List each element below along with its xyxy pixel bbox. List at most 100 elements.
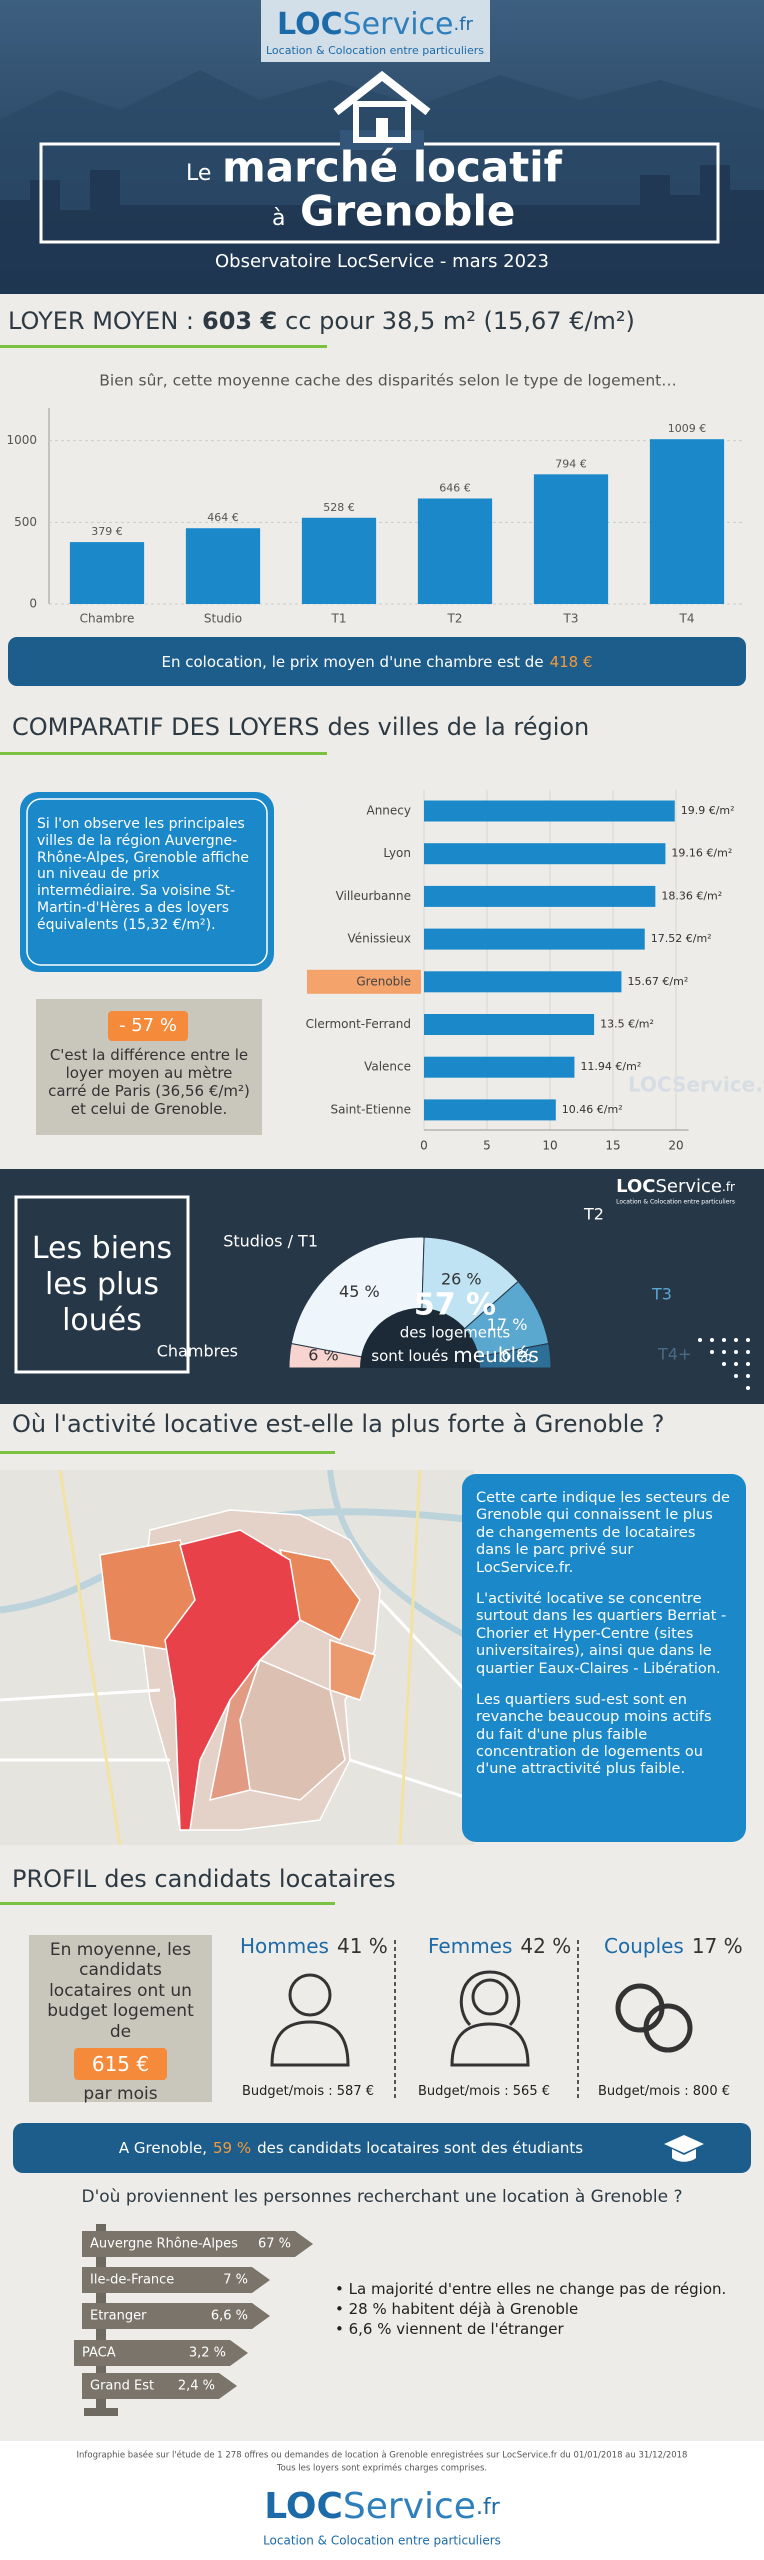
coloc-part: En colocation, le prix moyen d'une chamb…: [161, 653, 543, 671]
sign-share: 6,6 %: [211, 2309, 248, 2324]
value-label: 646 €: [439, 481, 471, 494]
value-label: 464 €: [207, 511, 239, 524]
group-name: Couples: [604, 1934, 684, 1958]
chart-subtitle: Bien sûr, cette moyenne cache des dispar…: [99, 372, 676, 390]
budget-value: 615 €: [73, 2047, 168, 2080]
category-label: Chambres: [157, 1342, 238, 1361]
district: [164, 1529, 301, 1831]
sign-name: Auvergne Rhône-Alpes: [90, 2237, 238, 2252]
y-tick-label: Vénissieux: [347, 932, 411, 946]
center-text: des logements: [400, 1324, 511, 1342]
mini-logo: LOCService.fr: [616, 1176, 735, 1197]
highlight: [307, 969, 421, 994]
bullet: • 6,6 % viennent de l'étranger: [335, 2320, 564, 2338]
footer-logo: LOCService.fr: [264, 2486, 500, 2527]
category-label: T4+: [657, 1345, 691, 1364]
footer-note: Tous les loyers sont exprimés charges co…: [276, 2463, 487, 2474]
y-tick-label: Valence: [364, 1060, 411, 1074]
students-part: A Grenoble,: [119, 2139, 207, 2157]
activite-paragraph: Cette carte indique les secteurs de Gren…: [476, 1490, 730, 1576]
sign: [82, 2267, 270, 2293]
heading-part: 603 €: [202, 307, 277, 335]
logo-part: .fr: [722, 1180, 735, 1194]
group-budget: Budget/mois : 587 €: [242, 2084, 374, 2099]
y-tick-label: 1000: [6, 433, 37, 447]
road: [58, 1469, 422, 1846]
bullet-text: La majorité d'entre elles ne change pas …: [348, 2280, 727, 2298]
bar: [417, 498, 493, 604]
heading-part: des candidats locataires: [104, 1865, 395, 1893]
logo-part: LOC: [264, 2486, 343, 2527]
bar: [424, 928, 645, 950]
bar: [424, 885, 656, 907]
logo: LOCService.fr: [277, 7, 474, 42]
value-label: 19.16 €/m²: [671, 847, 732, 860]
signs: Auvergne Rhône-Alpes 67 % Ile-de-France 7 %…: [74, 2231, 313, 2399]
river: [327, 1469, 476, 1643]
bullet-text: 28 % habitent déjà à Grenoble: [348, 2300, 579, 2318]
sign-share: 2,4 %: [178, 2379, 215, 2394]
x-tick-label: Chambre: [80, 612, 135, 626]
center-text: sont loués meublés: [371, 1343, 539, 1367]
sign-share: 67 %: [258, 2237, 291, 2252]
title-part: à: [272, 206, 285, 231]
biens-title-line: les plus: [45, 1266, 159, 1302]
house-door: [376, 118, 388, 140]
bullet: • 28 % habitent déjà à Grenoble: [335, 2300, 579, 2318]
y-tick-label: Lyon: [383, 846, 411, 860]
students-part: 59 %: [213, 2139, 251, 2157]
logo-part: Service: [655, 1176, 722, 1197]
biens-title-line: loués: [62, 1302, 142, 1338]
logo-part: .fr: [453, 14, 473, 35]
center-text-part: meublés: [453, 1343, 538, 1367]
heading-part: PROFIL: [12, 1865, 97, 1893]
x-tick-label: 5: [483, 1139, 491, 1153]
group-title: Couples 17 %: [604, 1934, 743, 1958]
sign: [82, 2373, 237, 2399]
city-chart: 0 5 10 15 20 Annecy 19.9 €/m² Lyon 19.16 €/m² Vil…: [306, 790, 764, 1153]
sign-share: 7 %: [223, 2273, 248, 2288]
logo-box: [261, 0, 490, 62]
value-label: 17.52 €/m²: [651, 932, 712, 945]
logo-part: LOC: [616, 1176, 655, 1197]
footer-bg: [0, 2441, 764, 2560]
mini-tagline: Location & Colocation entre particuliers: [616, 1199, 735, 1206]
value-label: 794 €: [555, 457, 587, 470]
heading-part: cc pour 38,5 m² (15,67 €/m²): [285, 307, 635, 335]
heading-underline: [0, 1902, 335, 1905]
comparatif-heading: COMPARATIF DES LOYERS des villes de la ré…: [12, 713, 589, 741]
activite-paragraph: L'activité locative se concentre surtout…: [476, 1590, 727, 1677]
group-title: Hommes 41 %: [240, 1934, 388, 1958]
value-label: 17 %: [487, 1315, 528, 1334]
x-tick-label: T4: [679, 612, 695, 626]
biens-title-box: [14, 1195, 190, 1374]
logo-part: LOC: [277, 7, 343, 42]
category-label: Studios / T1: [223, 1232, 318, 1251]
sign: [82, 2303, 270, 2329]
y-tick-label: Saint-Etienne: [330, 1102, 411, 1116]
origines-bullets: • La majorité d'entre elles ne change pa…: [335, 2279, 755, 2339]
group-budget: Budget/mois : 565 €: [418, 2084, 550, 2099]
value-label: 379 €: [91, 525, 123, 538]
value-label: 528 €: [323, 501, 355, 514]
cap-icon: [664, 2135, 704, 2162]
x-tick-label: 20: [668, 1139, 683, 1153]
buildings: [0, 165, 764, 294]
title-part: Le: [186, 161, 211, 186]
x-tick-label: 15: [605, 1139, 620, 1153]
man-icon: [270, 1973, 350, 2067]
x-tick-label: 0: [420, 1139, 428, 1153]
y-tick-label: 0: [29, 597, 37, 611]
bullet: • La majorité d'entre elles ne change pa…: [335, 2280, 727, 2298]
value-label: 11.94 €/m²: [580, 1060, 641, 1073]
budget-text: En moyenne, les candidats locataires ont…: [29, 1940, 212, 2104]
bar: [301, 517, 377, 604]
watermark: LOCService.fr: [628, 1073, 764, 1097]
category-label: T3: [651, 1285, 672, 1304]
value-label: 13.5 €/m²: [600, 1018, 654, 1031]
title-part: Grenoble: [300, 187, 515, 236]
intro-text: Si l'on observe les principales villes d…: [37, 816, 250, 933]
category-label: T2: [583, 1205, 604, 1224]
